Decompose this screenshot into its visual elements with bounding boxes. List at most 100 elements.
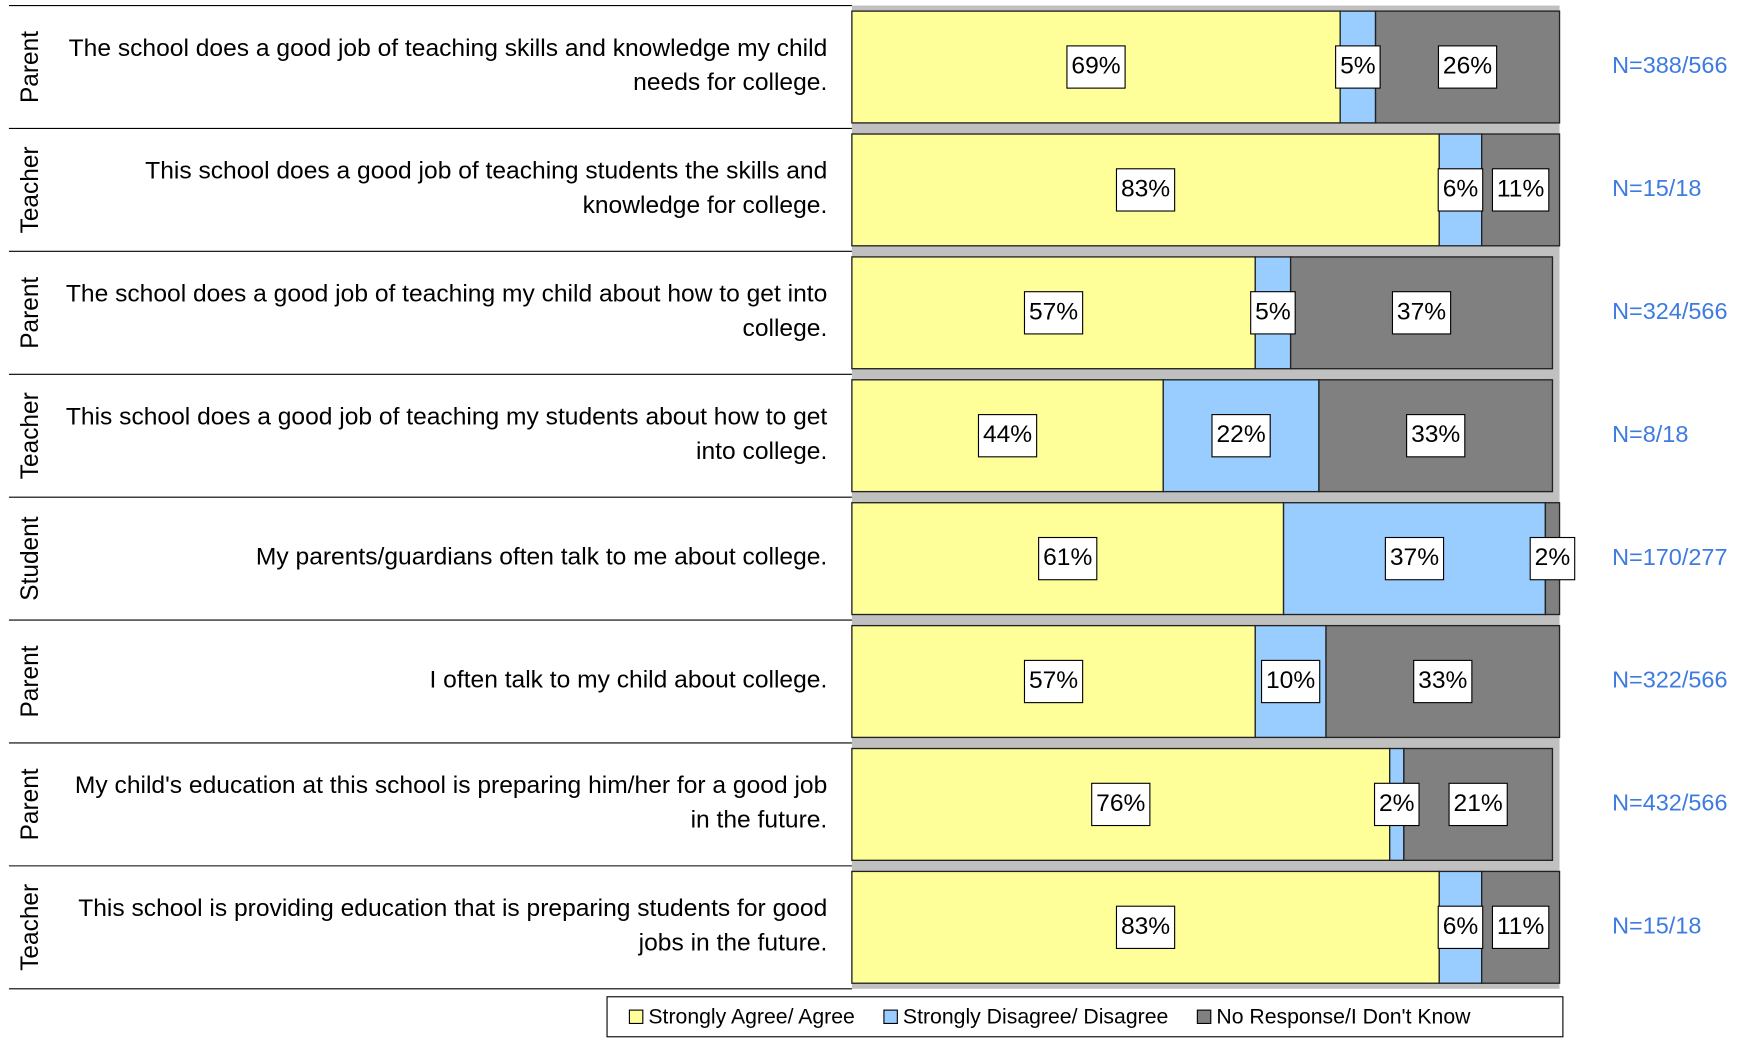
data-label-text: 33% [1418, 667, 1467, 694]
data-label: 57% [1023, 291, 1084, 335]
data-label-text: 83% [1121, 913, 1170, 940]
data-label-box [1437, 45, 1498, 89]
data-label-text: 37% [1397, 298, 1446, 325]
data-label-box [1091, 782, 1151, 827]
data-label-text: 6% [1443, 175, 1479, 202]
data-label-box [1491, 168, 1550, 212]
data-label-box [1335, 45, 1381, 89]
data-label: 2% [1529, 536, 1576, 581]
n-annotation: N=322/566 [1612, 667, 1727, 693]
question-label: This school does a good job of teaching … [66, 404, 828, 465]
data-label: 33% [1413, 659, 1473, 704]
data-label-text: 2% [1379, 790, 1415, 817]
data-label: 11% [1491, 905, 1550, 949]
respondent-group: Parent [17, 768, 44, 840]
n-annotation: N=15/18 [1612, 913, 1701, 939]
data-label-text: 11% [1497, 913, 1544, 940]
data-label: 22% [1211, 414, 1271, 458]
data-label-box [1491, 905, 1550, 949]
data-label: 44% [977, 414, 1038, 458]
data-label-box [1023, 291, 1084, 335]
question-label: My child's education at this school is p… [75, 773, 827, 834]
data-label: 83% [1115, 905, 1176, 949]
data-label-text: 10% [1266, 667, 1315, 694]
question-label: This school does a good job of teaching … [145, 158, 827, 219]
data-label: 10% [1260, 659, 1321, 704]
data-label-text: 5% [1255, 298, 1291, 325]
data-label: 69% [1066, 45, 1126, 89]
data-label: 5% [1250, 291, 1296, 335]
data-label-text: 5% [1340, 53, 1376, 80]
legend-label: Strongly Disagree/ Disagree [903, 1006, 1168, 1029]
data-label-box [1115, 905, 1176, 949]
question-label: My parents/guardians often talk to me ab… [256, 544, 827, 571]
question-label: I often talk to my child about college. [430, 667, 828, 694]
data-label: 2% [1373, 782, 1420, 827]
respondent-group: Teacher [17, 392, 44, 479]
data-label-box [977, 414, 1038, 458]
data-label-box [1115, 168, 1176, 212]
legend-swatch [628, 1009, 644, 1024]
data-label-text: 76% [1096, 790, 1145, 817]
respondent-group: Parent [17, 31, 44, 103]
data-label-text: 22% [1216, 421, 1265, 448]
n-annotation: N=432/566 [1612, 790, 1727, 816]
data-label: 57% [1023, 659, 1084, 704]
data-label: 61% [1038, 536, 1098, 581]
legend [606, 996, 1564, 1038]
data-label-box [1250, 291, 1296, 335]
data-label-text: 61% [1043, 544, 1092, 571]
data-label-text: 6% [1443, 913, 1479, 940]
data-label: 37% [1384, 536, 1445, 581]
respondent-group: Parent [17, 277, 44, 349]
data-label-text: 69% [1071, 53, 1120, 80]
data-label-box [1211, 414, 1271, 458]
data-label: 21% [1448, 782, 1508, 827]
data-label-text: 21% [1454, 790, 1503, 817]
data-label: 5% [1335, 45, 1381, 89]
data-label: 6% [1437, 168, 1484, 212]
respondent-group: Student [17, 516, 44, 600]
legend-label: Strongly Agree/ Agree [648, 1006, 854, 1029]
respondent-group: Parent [17, 645, 44, 717]
data-label: 11% [1491, 168, 1550, 212]
data-label: 33% [1406, 414, 1466, 458]
question-label: This school is providing education that … [78, 896, 827, 957]
data-label-text: 2% [1535, 544, 1571, 571]
data-label-text: 33% [1411, 421, 1460, 448]
data-label-box [1066, 45, 1126, 89]
data-label-box [1384, 536, 1445, 581]
data-label-box [1406, 414, 1466, 458]
data-label-box [1448, 782, 1508, 827]
data-label-box [1437, 168, 1484, 212]
data-label-text: 37% [1390, 544, 1439, 571]
data-label-box [1038, 536, 1098, 581]
data-label-text: 26% [1443, 53, 1492, 80]
data-label-box [1373, 782, 1420, 827]
data-label-text: 57% [1029, 298, 1078, 325]
respondent-group: Teacher [17, 146, 44, 233]
data-label-text: 11% [1497, 175, 1544, 202]
respondent-group: Teacher [17, 884, 44, 971]
question-label: The school does a good job of teaching m… [66, 281, 827, 342]
data-label-text: 57% [1029, 667, 1078, 694]
data-label: 76% [1091, 782, 1151, 827]
data-label-text: 83% [1121, 175, 1170, 202]
data-label-box [1437, 905, 1484, 949]
data-label-box [1260, 659, 1321, 704]
data-label-box [1023, 659, 1084, 704]
data-label: 83% [1115, 168, 1176, 212]
n-annotation: N=15/18 [1612, 175, 1701, 201]
legend-label: No Response/I Don't Know [1216, 1006, 1471, 1029]
n-annotation: N=8/18 [1612, 421, 1688, 447]
n-annotation: N=170/277 [1612, 544, 1727, 570]
data-label-box [1391, 291, 1452, 335]
n-annotation: N=388/566 [1612, 52, 1727, 78]
legend-swatch [883, 1009, 898, 1024]
data-label-text: 44% [983, 421, 1032, 448]
data-label: 37% [1391, 291, 1452, 335]
data-label: 6% [1437, 905, 1484, 949]
data-label-box [1413, 659, 1473, 704]
bar-segment [1282, 502, 1547, 616]
